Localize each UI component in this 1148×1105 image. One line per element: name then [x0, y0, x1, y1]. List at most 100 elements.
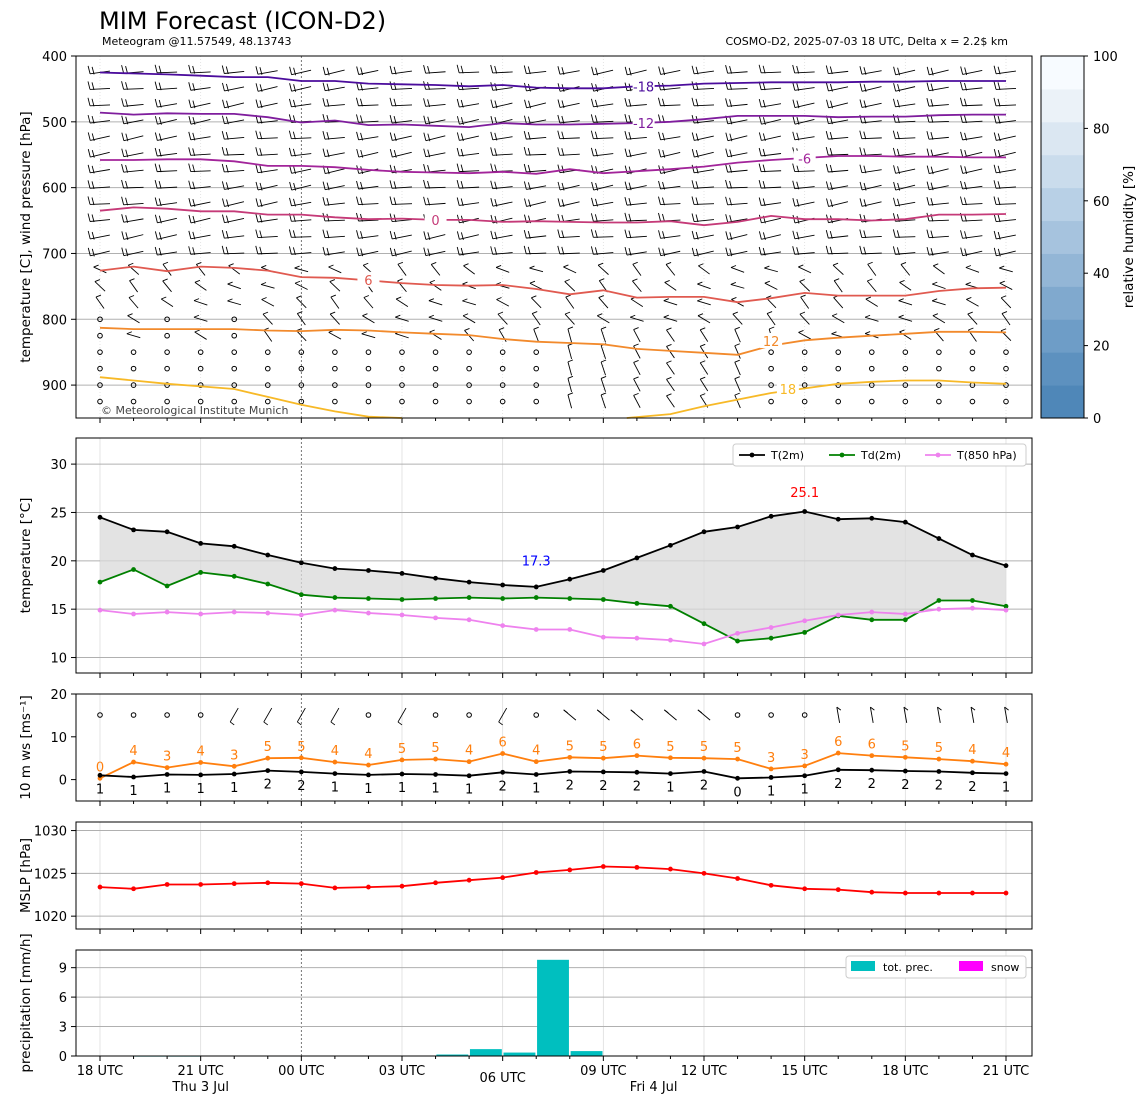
wind-barb-flag [397, 278, 403, 282]
wind-barb-shaft [425, 71, 446, 74]
wind-barb-flag [567, 359, 574, 363]
wind-barb-flag [792, 116, 796, 125]
wind-barb-flag [829, 164, 833, 173]
wind-barb-shaft [89, 104, 111, 107]
colorbar-segment [1041, 220, 1084, 254]
wind-barb-flag [330, 294, 337, 298]
wind-barb-flag [932, 298, 938, 302]
wind-barb-flag [125, 99, 129, 107]
wind-barb-flag [864, 314, 871, 318]
wind-barb-flag [896, 148, 900, 157]
wind-barb-flag [192, 231, 196, 240]
wind-barb-flag [527, 246, 531, 255]
wind-barb-shaft [730, 267, 745, 273]
calm-wind-marker [197, 712, 204, 718]
calm-wind-marker [499, 349, 506, 355]
figure-subtitle-model-run: COSMO-D2, 2025-07-03 18 UTC, Delta x = 2… [725, 35, 1008, 48]
wind-barb-shaft [799, 313, 810, 325]
temperature-series-point [399, 597, 405, 602]
wind-barb-flag [462, 298, 468, 302]
calm-wind-marker [432, 398, 439, 405]
wind-barb-flag [590, 213, 594, 222]
calm-wind-marker [130, 398, 137, 405]
wind-series-point [668, 755, 673, 761]
wind-barb-flag [997, 165, 1001, 174]
wind-series-point [366, 772, 371, 778]
wind-barb-flag [658, 131, 662, 140]
calm-wind-marker [533, 382, 540, 388]
wind-barb-flag [725, 132, 729, 141]
wind-barb-flag [188, 64, 192, 74]
mslp-point [668, 866, 673, 872]
wind-barb-flag [322, 181, 326, 190]
wind-barb-flag [393, 248, 397, 257]
wind-barb-shaft [734, 378, 741, 392]
wind-barb-flag [1004, 706, 1009, 711]
wind-barb-flag [997, 149, 1001, 158]
wind-barb-flag [725, 214, 729, 223]
temperature-series-point [835, 612, 841, 618]
wind-barb-shaft [800, 296, 810, 309]
wind-series-point [668, 771, 673, 777]
wind-barb-flag [826, 99, 829, 108]
wind-barb-flag [758, 214, 762, 223]
wind-barb-shaft [391, 104, 413, 107]
colorbar-segment [1041, 88, 1084, 123]
wind-barb-shaft [89, 87, 111, 90]
wind-barb-shaft [497, 313, 508, 325]
wind-barb-shaft [932, 265, 945, 275]
mslp-point [164, 882, 170, 887]
wind-barb-flag [691, 81, 695, 90]
x-tick-label: 03 UTC [379, 1064, 425, 1079]
wind-barb-shaft [257, 153, 278, 156]
wind-barb-flag [188, 230, 192, 239]
wind-barb-shaft [529, 282, 543, 290]
wind-barb-shaft [727, 88, 748, 90]
wind-barb-flag [490, 163, 494, 172]
wind-barb-flag [591, 181, 595, 191]
calm-wind-marker [734, 712, 741, 718]
wind-barb-shaft [928, 136, 949, 140]
wind-barb-flag [859, 181, 863, 191]
isotherm-label-bg [357, 271, 380, 287]
wind-barb-flag [624, 66, 628, 75]
calm-wind-marker [399, 349, 405, 355]
wind-barb-flag [261, 265, 267, 268]
wind-series-point [634, 753, 640, 759]
temperature-series-point [735, 638, 740, 644]
wind-barb-flag [188, 99, 192, 108]
wind-barb-flag [527, 147, 531, 156]
wind-barb-flag [289, 98, 292, 107]
calm-wind-marker [164, 712, 170, 718]
wind-barb-shaft [123, 202, 144, 206]
calm-wind-marker [868, 382, 875, 388]
mslp-point [231, 881, 237, 887]
speed-value-label: 2 [834, 777, 842, 792]
wind-barb-flag [997, 66, 1001, 75]
wind-barb-flag [494, 132, 498, 141]
wind-barb-flag [326, 213, 330, 222]
colorbar-segment [1041, 56, 1084, 90]
wind-barb-flag [758, 197, 762, 206]
wind-barb-flag [260, 282, 267, 285]
wind-barb-flag [734, 359, 740, 363]
wind-barb-flag [494, 65, 498, 74]
wind-barb-shaft [898, 316, 913, 322]
wind-series-point [802, 763, 808, 769]
calm-wind-marker [164, 349, 170, 355]
wind-barb-shaft [358, 203, 379, 206]
wind-barb-shaft [730, 284, 745, 289]
wind-barb-flag [255, 229, 259, 238]
isotherm-label-bg [760, 332, 783, 348]
y-axis-label: temperature [C], wind pressure [hPa] [18, 111, 34, 362]
wind-barb-flag [595, 182, 599, 191]
wind-barb-flag [859, 164, 863, 173]
wind-barb-flag [93, 264, 99, 268]
wind-barb-flag [192, 148, 196, 156]
wind-barb-flag [624, 98, 628, 107]
wind-barb-flag [490, 246, 494, 255]
y-axis-label: precipitation [mm/h] [18, 933, 34, 1072]
wind-barb-flag [361, 331, 367, 335]
